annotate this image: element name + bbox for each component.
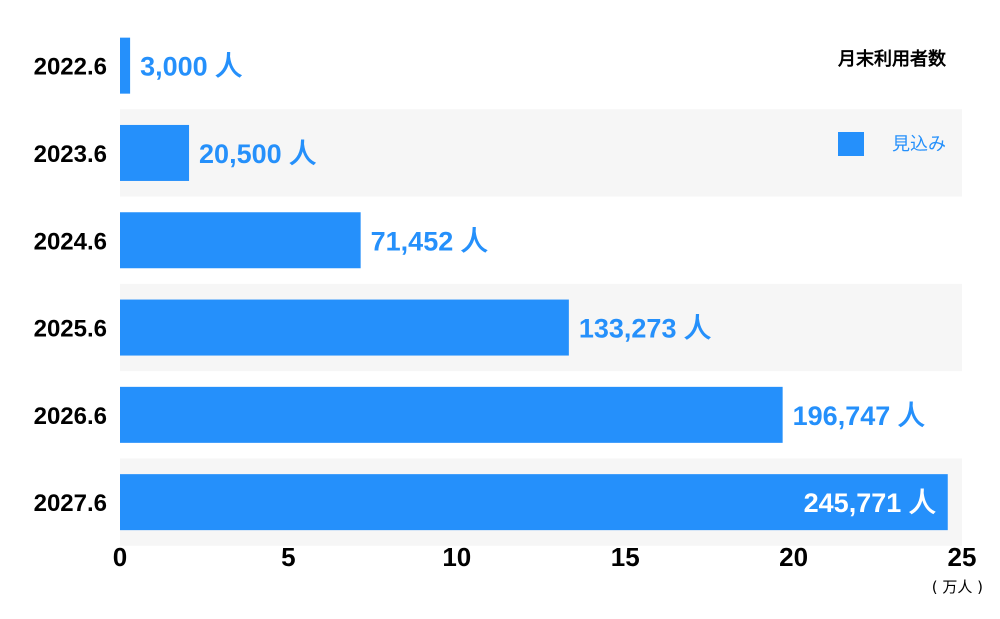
category-label: 2023.6 [34,141,107,168]
row-band [120,22,962,110]
category-label: 2024.6 [34,228,107,255]
bar [120,386,783,443]
data-label: 196,747 人 [793,401,925,431]
x-tick-label: 15 [611,542,640,572]
x-tick-label: 25 [948,542,977,572]
data-label: 133,273 人 [579,314,711,344]
category-label: 2026.6 [34,403,107,430]
x-tick-label: 5 [281,542,295,572]
x-tick-label: 0 [113,542,127,572]
x-tick-label: 20 [779,542,808,572]
row-band [120,109,962,197]
bars-group [120,37,948,531]
data-label: 245,771 人 [804,488,936,518]
legend-swatch [838,132,864,156]
category-label: 2022.6 [34,54,107,81]
category-labels: 2022.6 2023.6 2024.6 2025.6 2026.6 2027.6 [34,54,107,518]
legend-label: 見込み [892,134,946,155]
bar [120,37,131,94]
bar [120,299,569,356]
x-tick-label: 10 [442,542,471,572]
category-label: 2027.6 [34,490,107,517]
bar [120,124,190,181]
chart-title: 月末利用者数 [837,48,947,70]
data-label: 20,500 人 [199,139,316,169]
bar [120,474,948,531]
x-axis-unit-label: ( 万人 ) [932,578,983,596]
data-label: 71,452 人 [371,226,488,256]
x-axis-ticks: 0 5 10 15 20 25 [113,542,977,572]
data-label: 3,000 人 [140,52,242,82]
row-bands [120,22,962,546]
legend: 見込み [838,132,946,156]
category-label: 2025.6 [34,316,107,343]
data-labels: 3,000 人 20,500 人 71,452 人 133,273 人 196,747 … [140,52,936,519]
bar [120,212,361,269]
